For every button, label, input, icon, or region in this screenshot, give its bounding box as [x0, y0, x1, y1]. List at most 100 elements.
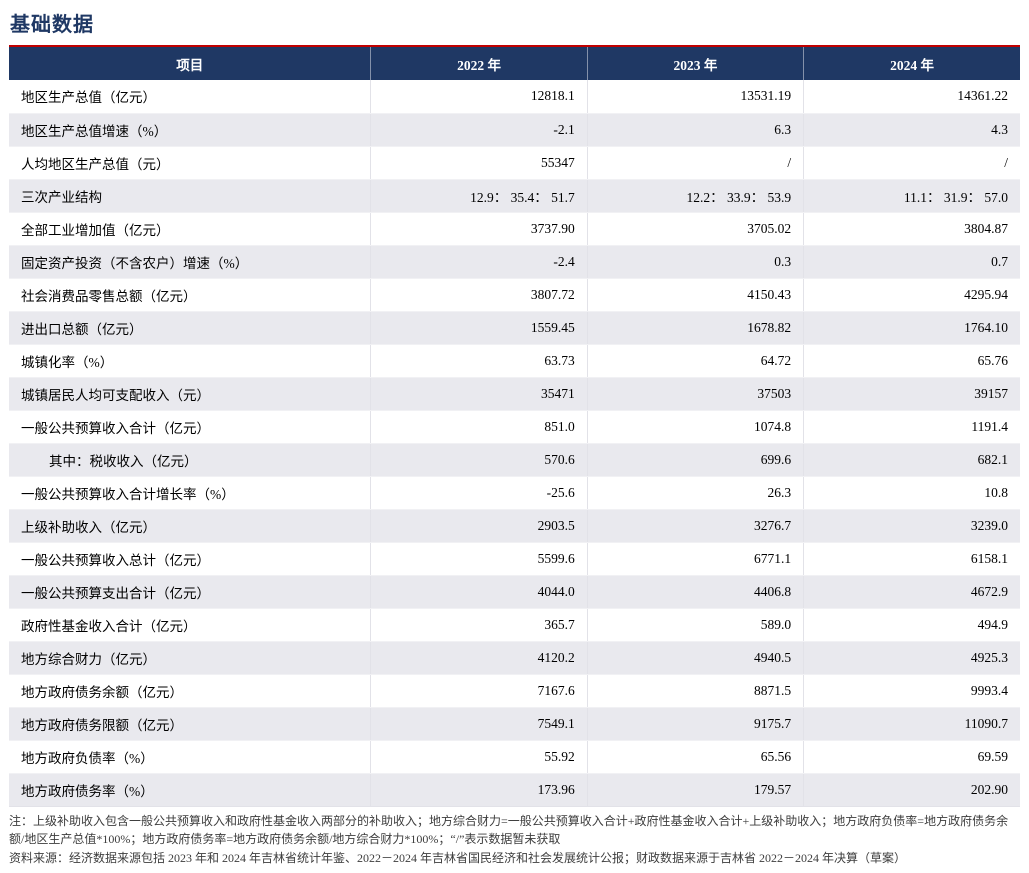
row-value: 37503	[587, 377, 805, 411]
row-value: 26.3	[587, 476, 805, 510]
note-definitions: 注：上级补助收入包含一般公共预算收入和政府性基金收入两部分的补助收入；地方综合财…	[9, 813, 1009, 847]
row-label: 政府性基金收入合计（亿元）	[9, 608, 372, 642]
row-label: 全部工业增加值（亿元）	[9, 212, 372, 246]
row-value: 2903.5	[370, 509, 588, 543]
row-label: 固定资产投资（不含农户）增速（%）	[9, 245, 372, 279]
row-label: 地方综合财力（亿元）	[9, 641, 372, 675]
row-value: 4940.5	[587, 641, 805, 675]
column-header-year: 2022 年	[370, 47, 588, 80]
row-value: 69.59	[803, 740, 1020, 774]
row-label: 三次产业结构	[9, 179, 372, 213]
row-label: 社会消费品零售总额（亿元）	[9, 278, 372, 312]
row-value: 3804.87	[803, 212, 1020, 246]
row-value: 3737.90	[370, 212, 588, 246]
row-label: 进出口总额（亿元）	[9, 311, 372, 345]
row-value: 35471	[370, 377, 588, 411]
row-label: 一般公共预算收入合计（亿元）	[9, 410, 372, 444]
row-value: 851.0	[370, 410, 588, 444]
red-divider	[9, 45, 1020, 47]
table-row: 人均地区生产总值（元） 55347//	[9, 146, 1020, 180]
row-value: 4406.8	[587, 575, 805, 609]
table-row: 其中：税收收入（亿元） 570.6 699.6 682.1	[9, 443, 1020, 477]
table-row: 三次产业结构 12.9： 35.4： 51.7 12.2： 33.9： 53.9 11…	[9, 179, 1020, 213]
row-value: 3276.7	[587, 509, 805, 543]
row-value: 9993.4	[803, 674, 1020, 708]
table-row: 一般公共预算支出合计（亿元） 4044.0 4406.8 4672.9	[9, 575, 1020, 609]
table-row: 地方政府债务余额（亿元） 7167.6 8871.5 9993.4	[9, 674, 1020, 708]
row-label: 城镇居民人均可支配收入（元）	[9, 377, 372, 411]
note-sources: 资料来源：经济数据来源包括 2023 年和 2024 年吉林省统计年鉴、2022…	[9, 850, 907, 865]
row-label: 一般公共预算收入合计增长率（%）	[9, 476, 372, 510]
table-row: 地方综合财力（亿元） 4120.2 4940.5 4925.3	[9, 641, 1020, 675]
row-value: 494.9	[803, 608, 1020, 642]
table-row: 固定资产投资（不含农户）增速（%） -2.4 0.3 0.7	[9, 245, 1020, 279]
row-value: 8871.5	[587, 674, 805, 708]
table-row: 地方政府债务率（%） 173.96 179.57 202.90	[9, 773, 1020, 807]
row-value: 39157	[803, 377, 1020, 411]
row-value: 6158.1	[803, 542, 1020, 576]
table-row: 一般公共预算收入合计增长率（%） -25.6 26.3 10.8	[9, 476, 1020, 510]
row-label: 城镇化率（%）	[9, 344, 372, 378]
row-value: 12.2： 33.9： 53.9	[587, 179, 805, 213]
row-label: 其中：税收收入（亿元）	[9, 443, 372, 477]
row-value: 65.56	[587, 740, 805, 774]
table-header: 项目 2022 年 2023 年 2024 年	[9, 47, 1020, 80]
row-value: 13531.19	[587, 80, 805, 114]
row-value: 1074.8	[587, 410, 805, 444]
row-label: 地方政府负债率（%）	[9, 740, 372, 774]
table-row: 全部工业增加值（亿元） 3737.90 3705.02 3804.87	[9, 212, 1020, 246]
row-value: 7549.1	[370, 707, 588, 741]
table-row: 地区生产总值（亿元） 12818.1 13531.19 14361.22	[9, 80, 1020, 114]
row-value: 12.9： 35.4： 51.7	[370, 179, 588, 213]
row-value: /	[803, 146, 1020, 180]
column-header-year: 2023 年	[587, 47, 805, 80]
table-row: 城镇居民人均可支配收入（元） 35471 37503 39157	[9, 377, 1020, 411]
row-value: 0.7	[803, 245, 1020, 279]
row-value: -2.1	[370, 113, 588, 147]
table-row: 上级补助收入（亿元） 2903.5 3276.7 3239.0	[9, 509, 1020, 543]
row-label: 地方政府债务限额（亿元）	[9, 707, 372, 741]
page-title: 基础数据	[10, 14, 94, 36]
row-value: 7167.6	[370, 674, 588, 708]
row-value: 173.96	[370, 773, 588, 807]
row-value: 12818.1	[370, 80, 588, 114]
row-value: 570.6	[370, 443, 588, 477]
row-value: 682.1	[803, 443, 1020, 477]
basic-data-table: 项目 2022 年 2023 年 2024 年 地区生产总值（亿元） 12818.1 13…	[9, 47, 1020, 807]
row-value: 9175.7	[587, 707, 805, 741]
row-value: 10.8	[803, 476, 1020, 510]
table-row: 地方政府负债率（%） 55.92 65.56 69.59	[9, 740, 1020, 774]
row-value: 4672.9	[803, 575, 1020, 609]
table-body: 地区生产总值（亿元） 12818.1 13531.19 14361.22 地区生产总值增…	[9, 80, 1020, 807]
column-header-item: 项目	[9, 47, 372, 80]
row-label: 地方政府债务余额（亿元）	[9, 674, 372, 708]
table-row: 地方政府债务限额（亿元） 7549.1 9175.7 11090.7	[9, 707, 1020, 741]
row-value: 63.73	[370, 344, 588, 378]
row-value: 699.6	[587, 443, 805, 477]
row-value: 55.92	[370, 740, 588, 774]
row-value: 365.7	[370, 608, 588, 642]
row-label: 地方政府债务率（%）	[9, 773, 372, 807]
row-value: 1678.82	[587, 311, 805, 345]
table-row: 城镇化率（%） 63.73 64.72 65.76	[9, 344, 1020, 378]
row-value: 3705.02	[587, 212, 805, 246]
row-value: 4.3	[803, 113, 1020, 147]
table-row: 一般公共预算收入合计（亿元） 851.0 1074.8 1191.4	[9, 410, 1020, 444]
table-row: 进出口总额（亿元） 1559.45 1678.82 1764.10	[9, 311, 1020, 345]
row-value: 3239.0	[803, 509, 1020, 543]
row-value: 6.3	[587, 113, 805, 147]
row-value: 4150.43	[587, 278, 805, 312]
row-value: 202.90	[803, 773, 1020, 807]
row-value: /	[587, 146, 805, 180]
row-label: 人均地区生产总值（元）	[9, 146, 372, 180]
row-label: 一般公共预算收入总计（亿元）	[9, 542, 372, 576]
row-value: 1559.45	[370, 311, 588, 345]
table-row: 一般公共预算收入总计（亿元） 5599.6 6771.1 6158.1	[9, 542, 1020, 576]
notes: 注：上级补助收入包含一般公共预算收入和政府性基金收入两部分的补助收入；地方综合财…	[9, 812, 1020, 868]
row-value: 0.3	[587, 245, 805, 279]
row-value: 4044.0	[370, 575, 588, 609]
row-value: 11090.7	[803, 707, 1020, 741]
row-value: 55347	[370, 146, 588, 180]
row-label: 地区生产总值（亿元）	[9, 80, 372, 114]
